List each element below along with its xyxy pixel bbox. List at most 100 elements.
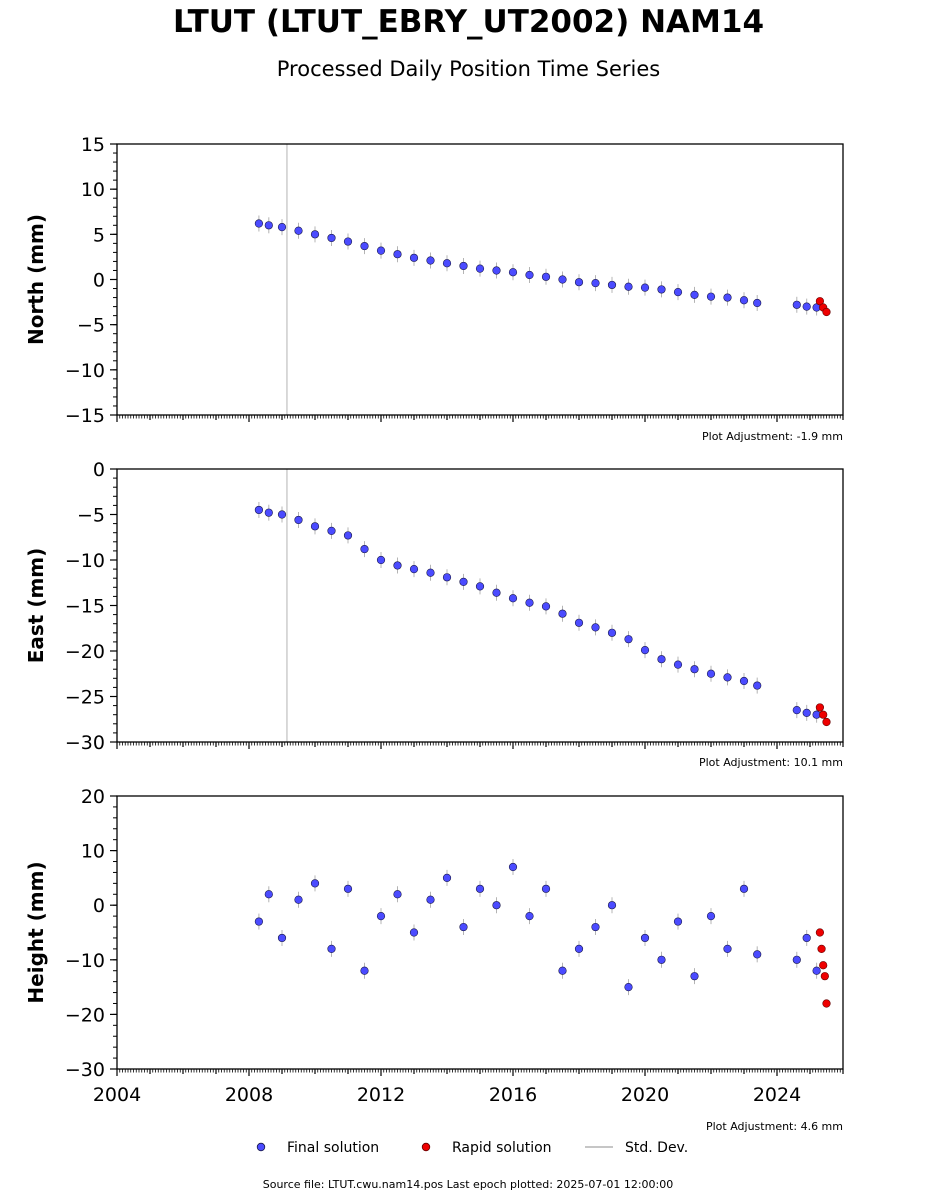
y-tick-label: 0	[93, 459, 105, 481]
final-solution-point	[574, 618, 584, 627]
final-solution-point	[640, 933, 650, 943]
final-solution-point	[812, 966, 821, 975]
final-solution-point	[541, 602, 551, 611]
final-solution-point	[327, 233, 336, 243]
final-solution-point	[657, 655, 666, 664]
final-solution-point	[294, 515, 303, 525]
final-solution-point	[525, 270, 534, 280]
y-tick-label: −10	[65, 360, 105, 382]
final-solution-point	[624, 635, 633, 644]
final-solution-point	[254, 505, 263, 515]
final-solution-point	[327, 526, 336, 535]
final-solution-point	[591, 279, 600, 288]
plot-area-2	[254, 858, 831, 1008]
final-solution-point	[277, 510, 287, 519]
final-solution-point	[459, 577, 468, 586]
y-tick-label: −20	[65, 1004, 105, 1026]
rapid-solution-point	[819, 710, 828, 719]
page-title: LTUT (LTUT_EBRY_UT2002) NAM14	[172, 4, 765, 40]
final-solution-point	[541, 884, 551, 893]
final-solution-point	[409, 928, 419, 937]
rapid-solution-point	[820, 972, 829, 981]
final-solution-point	[277, 933, 287, 943]
final-solution-point	[459, 922, 468, 932]
final-solution-point	[294, 895, 303, 904]
final-solution-point	[690, 972, 699, 981]
final-solution-point	[558, 966, 567, 975]
final-solution-point	[508, 862, 518, 872]
legend: Final solution Rapid solution Std. Dev.	[256, 1140, 688, 1156]
final-solution-point	[802, 302, 811, 311]
source-file-text: Source file: LTUT.cwu.nam14.pos Last epo…	[263, 1178, 673, 1191]
rapid-solution-point	[822, 999, 831, 1008]
rapid-solution-point	[815, 297, 825, 306]
rapid-solution-point	[822, 307, 831, 317]
final-solution-point	[723, 944, 732, 953]
final-solution-point	[792, 706, 801, 715]
final-solution-point	[541, 272, 551, 281]
final-solution-point	[753, 681, 762, 690]
final-solution-point	[426, 256, 435, 265]
final-solution-point	[558, 609, 567, 618]
final-solution-point	[673, 288, 683, 297]
final-solution-point	[739, 884, 749, 893]
final-solution-point	[753, 950, 762, 959]
final-solution-point	[475, 884, 485, 893]
final-solution-point	[277, 223, 287, 232]
final-solution-point	[254, 917, 263, 926]
x-tick-label: 2008	[225, 1084, 273, 1106]
y-tick-label: 0	[93, 895, 105, 917]
final-solution-point	[706, 292, 716, 301]
final-solution-point	[310, 230, 320, 239]
y-tick-label: −5	[77, 505, 105, 527]
final-solution-point	[690, 290, 699, 299]
plot-adjustment-label: Plot Adjustment: -1.9 mm	[702, 430, 843, 443]
final-solution-point	[310, 522, 320, 531]
y-tick-label: −10	[65, 550, 105, 572]
final-solution-point	[409, 564, 419, 574]
final-solution-point	[442, 573, 452, 582]
y-axis-title: Height (mm)	[24, 861, 48, 1003]
final-solution-point	[657, 285, 666, 294]
page-subtitle: Processed Daily Position Time Series	[276, 57, 661, 81]
final-solution-point	[254, 219, 263, 228]
y-tick-label: −20	[65, 641, 105, 663]
final-solution-point	[343, 531, 353, 540]
x-tick-label: 2004	[93, 1084, 141, 1106]
final-solution-point	[376, 912, 386, 921]
final-solution-point	[426, 568, 435, 577]
final-solution-point	[475, 582, 485, 591]
final-solution-point	[525, 912, 534, 921]
final-solution-point	[393, 250, 402, 259]
final-solution-point	[376, 246, 386, 255]
final-solution-point	[574, 944, 584, 953]
final-solution-point	[264, 890, 273, 899]
final-solution-point	[657, 955, 666, 964]
final-solution-point	[294, 226, 303, 235]
final-solution-point	[739, 296, 749, 305]
final-solution-point	[492, 266, 501, 275]
final-solution-point	[376, 555, 386, 565]
final-solution-point	[739, 676, 749, 686]
rapid-solution-point	[819, 961, 828, 970]
final-solution-point	[640, 283, 650, 292]
final-solution-point	[591, 623, 600, 632]
final-solution-point	[607, 280, 617, 290]
final-solution-point	[343, 884, 353, 893]
rapid-solution-point	[817, 944, 826, 953]
final-solution-point	[624, 982, 633, 992]
final-solution-point	[574, 278, 584, 287]
plot-area-0	[254, 144, 831, 415]
final-solution-point	[673, 660, 683, 669]
final-solution-point	[792, 955, 801, 964]
legend-std-label: Std. Dev.	[625, 1140, 688, 1156]
final-solution-point	[753, 298, 762, 308]
final-solution-point	[706, 912, 716, 921]
legend-final-marker	[256, 1142, 266, 1152]
panel-0: 15 10 5 0 −5 −10 −15 North (mm) Plot Adjustment:…	[24, 134, 844, 443]
final-solution-point	[591, 922, 600, 932]
panel-frame	[116, 795, 844, 1070]
final-solution-point	[343, 237, 353, 246]
x-tick-label: 2020	[621, 1084, 669, 1106]
